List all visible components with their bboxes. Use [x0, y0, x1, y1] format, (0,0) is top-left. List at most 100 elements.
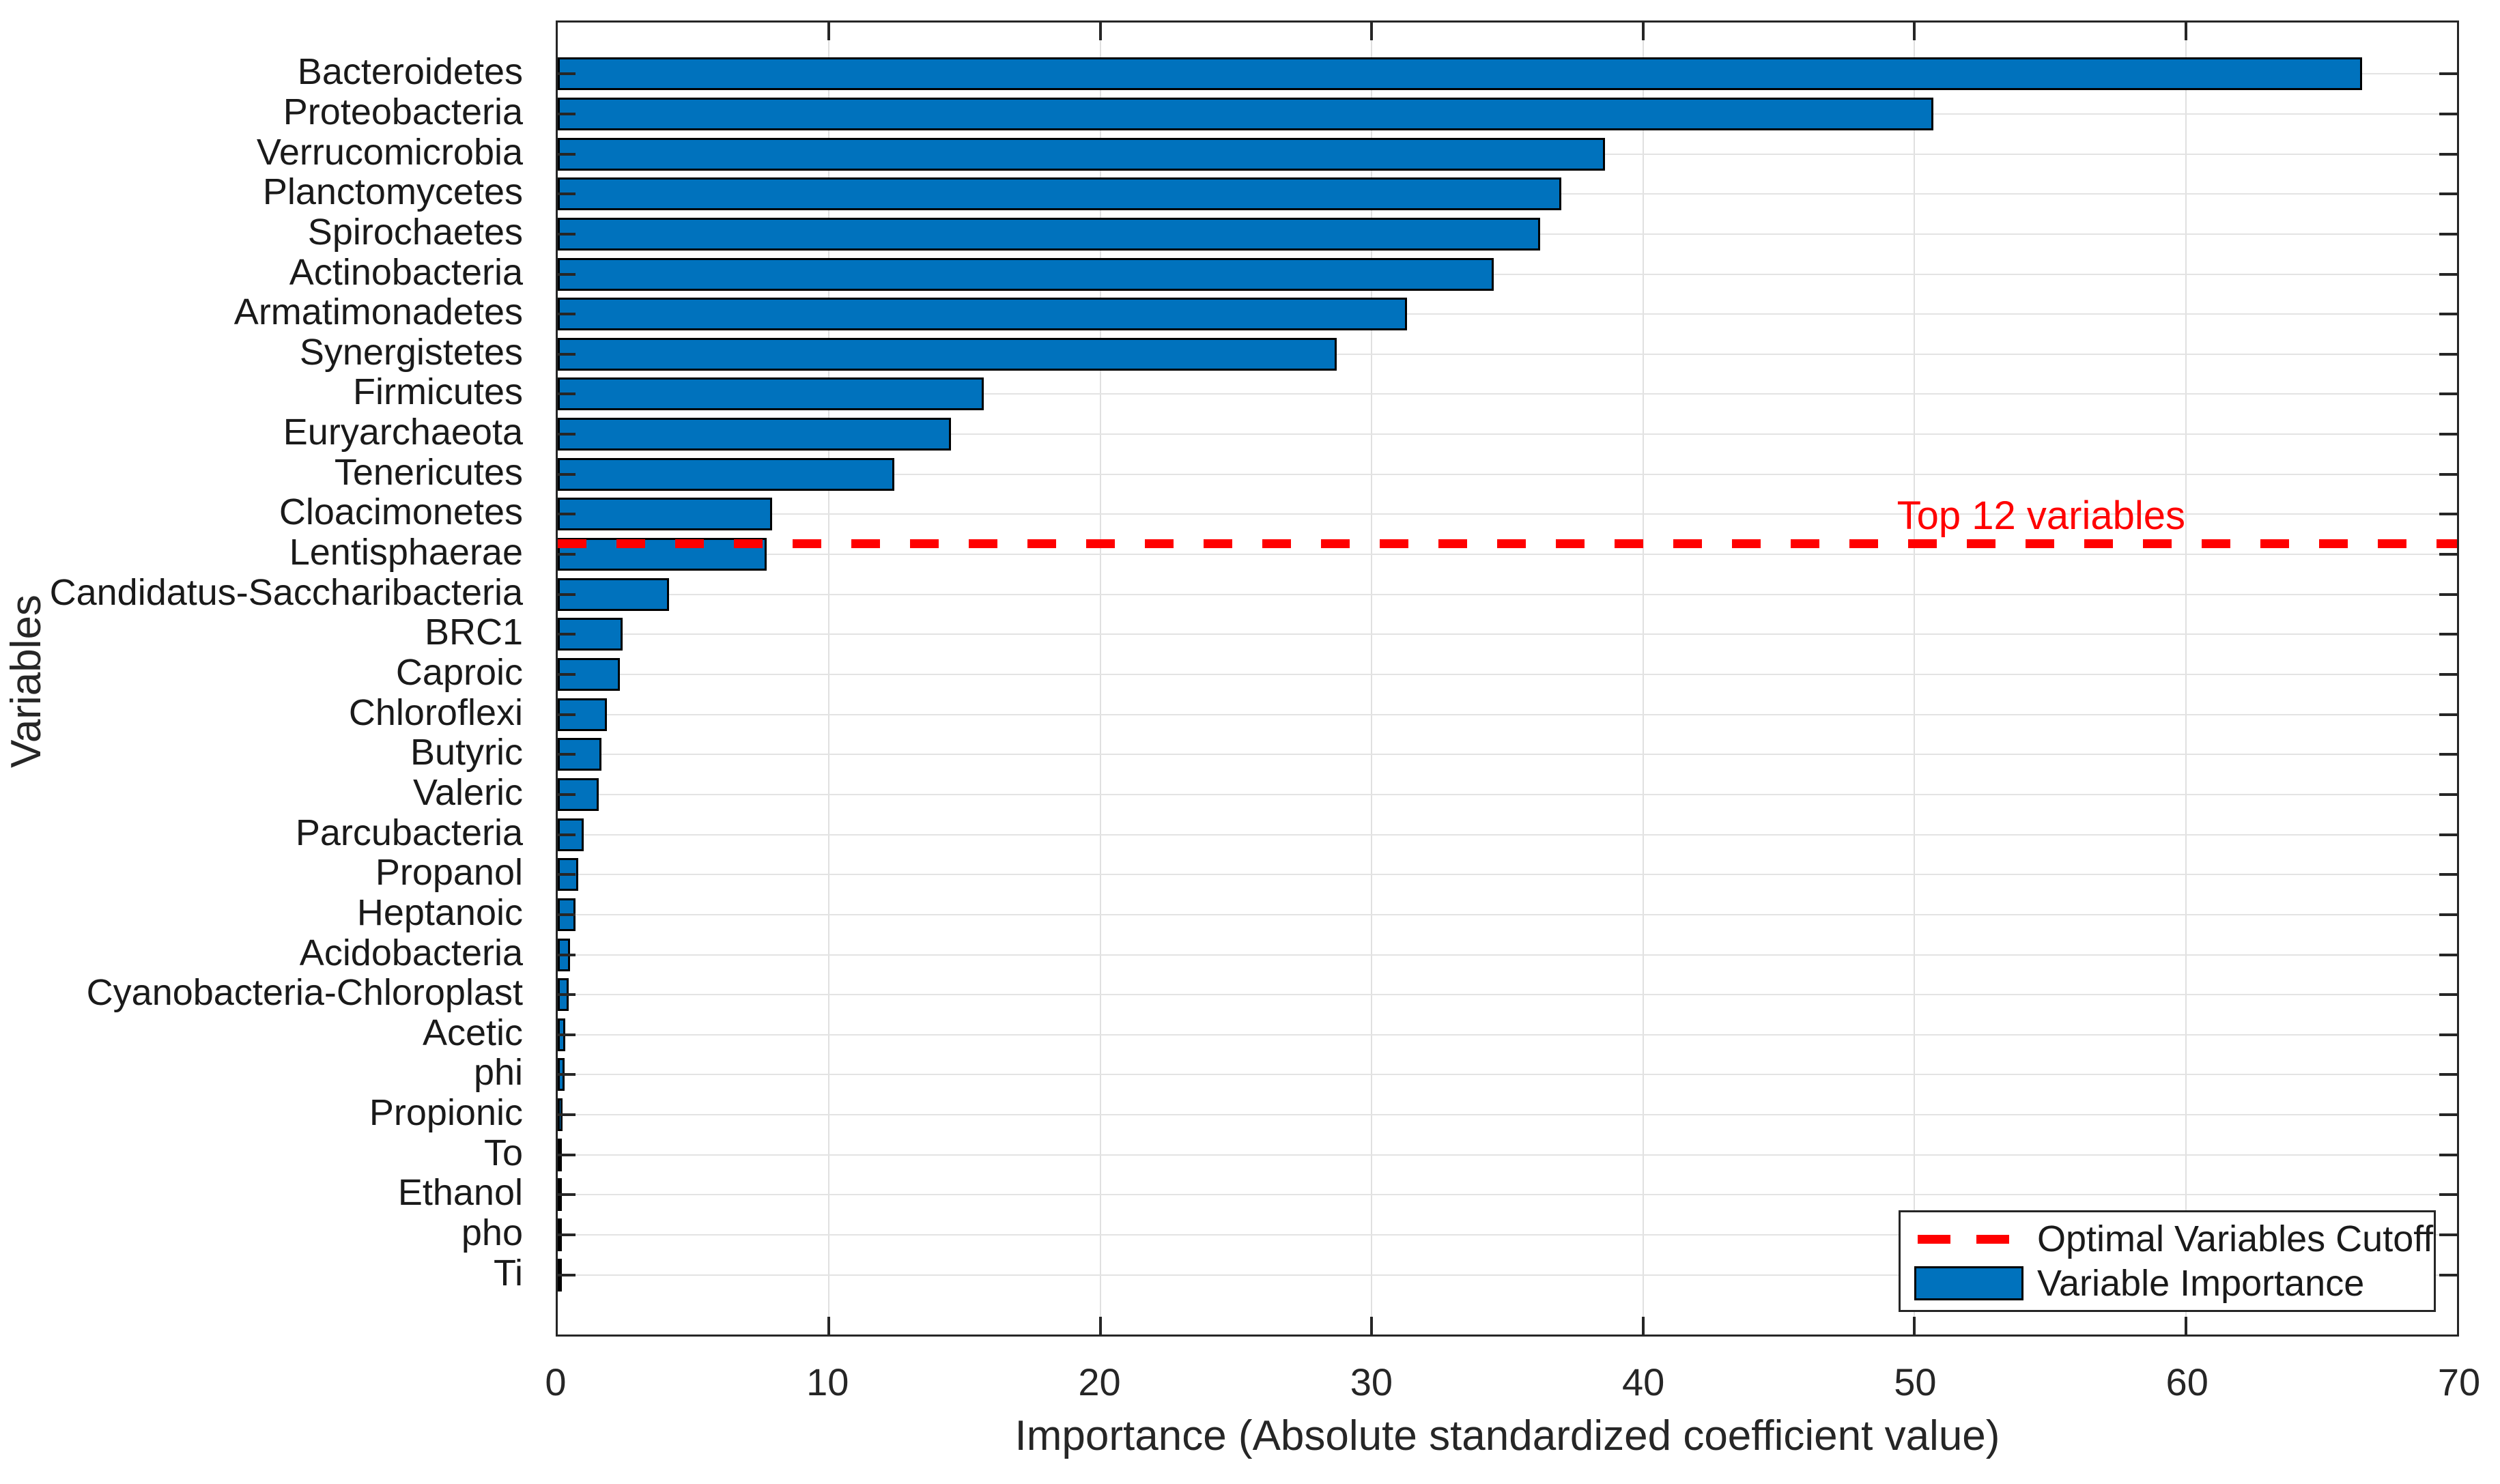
y-gridline — [558, 633, 2457, 636]
category-label: Chloroflexi — [348, 691, 523, 733]
y-tick-mark — [558, 513, 576, 516]
category-label: Ti — [494, 1252, 523, 1294]
bar — [558, 298, 1407, 331]
y-gridline — [558, 673, 2457, 675]
category-label: Acetic — [422, 1012, 523, 1053]
category-label: Spirochaetes — [307, 211, 523, 253]
blue-bar-swatch-icon — [1914, 1266, 2023, 1300]
bar — [558, 418, 952, 451]
category-label: To — [483, 1132, 523, 1173]
y-tick-mark — [2439, 352, 2457, 356]
bar — [558, 97, 1933, 130]
x-tick-mark — [1641, 1317, 1645, 1335]
bar — [558, 217, 1540, 251]
x-tick-label: 40 — [1621, 1360, 1665, 1403]
y-tick-mark — [558, 112, 576, 115]
y-tick-mark — [2439, 753, 2457, 756]
y-tick-mark — [2439, 1273, 2457, 1276]
y-gridline — [558, 1194, 2457, 1196]
y-tick-mark — [2439, 1153, 2457, 1156]
y-tick-mark — [2439, 313, 2457, 316]
y-tick-mark — [2439, 112, 2457, 115]
bar — [558, 618, 623, 651]
category-label: Parcubacteria — [295, 812, 523, 853]
y-tick-mark — [2439, 192, 2457, 196]
y-tick-mark — [2439, 393, 2457, 396]
category-label: pho — [461, 1212, 523, 1254]
y-tick-mark — [2439, 513, 2457, 516]
legend-item-cutoff: Optimal Variables Cutoff — [1901, 1218, 2434, 1260]
x-tick-mark — [2184, 1317, 2187, 1335]
category-label: Lentisphaerae — [289, 532, 523, 573]
y-gridline — [558, 473, 2457, 475]
y-gridline — [558, 754, 2457, 756]
x-tick-mark — [1913, 1317, 1916, 1335]
x-tick-label: 70 — [2437, 1360, 2481, 1403]
category-label: Cloacimonetes — [279, 491, 523, 533]
x-tick-label: 50 — [1894, 1360, 1937, 1403]
category-label: Verrucomicrobia — [256, 131, 523, 173]
x-gridline — [1642, 23, 1644, 1335]
y-tick-mark — [558, 1073, 576, 1076]
y-gridline — [558, 433, 2457, 436]
x-axis-title: Importance (Absolute standardized coeffi… — [1014, 1412, 2000, 1459]
x-tick-mark — [2184, 23, 2187, 40]
category-label: Armatimonadetes — [233, 291, 523, 333]
category-label: Candidatus-Saccharibacteria — [49, 571, 523, 613]
category-label: phi — [473, 1052, 523, 1094]
y-gridline — [558, 593, 2457, 595]
y-gridline — [558, 1154, 2457, 1156]
y-tick-mark — [558, 593, 576, 596]
y-tick-mark — [558, 633, 576, 636]
y-gridline — [558, 273, 2457, 275]
y-gridline — [558, 1033, 2457, 1036]
x-tick-mark — [827, 23, 831, 40]
plot-area: Top 12 variables Optimal Variables Cutof… — [556, 20, 2459, 1337]
category-label: Planctomycetes — [262, 171, 523, 213]
y-tick-mark — [558, 232, 576, 236]
y-gridline — [558, 513, 2457, 515]
y-tick-mark — [558, 913, 576, 916]
y-tick-mark — [2439, 433, 2457, 436]
y-tick-mark — [558, 753, 576, 756]
y-gridline — [558, 874, 2457, 876]
x-gridline — [1371, 23, 1373, 1335]
x-tick-mark — [1913, 23, 1916, 40]
x-tick-label: 20 — [1078, 1360, 1121, 1403]
y-tick-mark — [2439, 793, 2457, 796]
legend-item-importance: Variable Importance — [1901, 1262, 2434, 1304]
category-label: Euryarchaeota — [283, 412, 523, 453]
y-gridline — [558, 554, 2457, 556]
y-tick-mark — [2439, 1233, 2457, 1237]
y-tick-mark — [2439, 593, 2457, 596]
category-label: Bacteroidetes — [297, 51, 523, 93]
y-tick-mark — [558, 713, 576, 716]
x-gridline — [1099, 23, 1101, 1335]
y-tick-mark — [2439, 953, 2457, 956]
x-tick-label: 60 — [2165, 1360, 2208, 1403]
y-tick-mark — [558, 393, 576, 396]
y-tick-mark — [2439, 1193, 2457, 1197]
x-tick-mark — [1370, 23, 1374, 40]
y-tick-mark — [558, 993, 576, 997]
y-tick-mark — [558, 152, 576, 156]
y-tick-mark — [558, 873, 576, 876]
bar — [558, 377, 984, 411]
y-tick-mark — [558, 272, 576, 276]
red-dashed-line-icon — [1918, 1234, 2020, 1244]
bar — [558, 177, 1562, 211]
y-tick-mark — [558, 1233, 576, 1237]
y-tick-mark — [2439, 272, 2457, 276]
y-tick-mark — [2439, 152, 2457, 156]
x-tick-label: 0 — [545, 1360, 567, 1403]
bar — [558, 137, 1606, 171]
y-tick-mark — [558, 1033, 576, 1036]
y-tick-mark — [2439, 1073, 2457, 1076]
y-tick-mark — [558, 313, 576, 316]
x-gridline — [2185, 23, 2187, 1335]
y-tick-mark — [2439, 72, 2457, 76]
y-tick-mark — [2439, 1033, 2457, 1036]
category-label: Tenericutes — [334, 451, 523, 493]
y-gridline — [558, 793, 2457, 795]
y-axis-tick-labels: Bacteroidetes Proteobacteria Verrucomicrob… — [0, 0, 539, 1484]
